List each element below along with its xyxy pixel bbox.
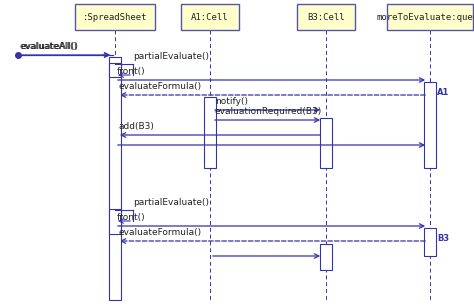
Bar (297, 4, 355, 30)
Text: A1: A1 (437, 88, 449, 97)
Text: evaluateAll(): evaluateAll() (21, 42, 79, 51)
Bar (387, 4, 473, 30)
Bar (204, 97, 216, 168)
Bar (181, 4, 239, 30)
Bar (75, 4, 155, 30)
Text: :SpreadSheet: :SpreadSheet (83, 13, 147, 21)
Text: evaluateFormula(): evaluateFormula() (119, 82, 202, 91)
Bar (424, 228, 436, 256)
Text: evaluateAll(): evaluateAll() (20, 42, 78, 51)
Text: B3: B3 (437, 234, 449, 243)
Text: notify(): notify() (215, 97, 248, 106)
Text: add(B3): add(B3) (119, 122, 155, 131)
Text: B3:Cell: B3:Cell (307, 13, 345, 21)
Text: partialEvaluate(): partialEvaluate() (133, 52, 209, 61)
Bar (424, 82, 436, 168)
Text: evaluationRequired(B3): evaluationRequired(B3) (215, 107, 322, 116)
Text: front(): front() (117, 67, 146, 76)
Text: moreToEvaluate:queue: moreToEvaluate:queue (376, 13, 474, 21)
Text: evaluateFormula(): evaluateFormula() (119, 228, 202, 237)
Text: partialEvaluate(): partialEvaluate() (133, 198, 209, 207)
Bar (320, 118, 332, 168)
Bar (109, 63, 121, 77)
Text: front(): front() (117, 213, 146, 222)
Bar (109, 209, 121, 234)
Text: A1:Cell: A1:Cell (191, 13, 229, 21)
Bar (109, 57, 121, 300)
Bar (320, 244, 332, 270)
